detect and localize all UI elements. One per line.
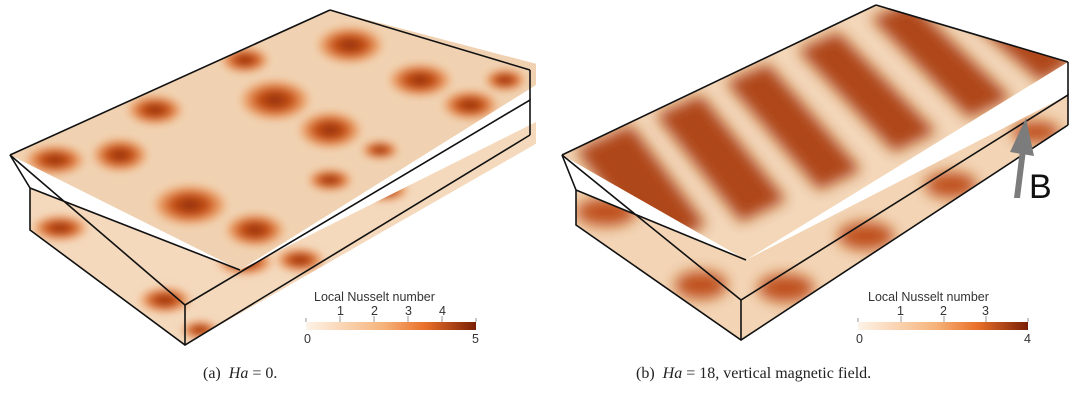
panel-b-caption-prefix: (b) xyxy=(636,365,655,382)
panel-b-caption-rest: = 18, vertical magnetic field. xyxy=(682,365,872,382)
panel-b-caption: (b) Ha = 18, vertical magnetic field. xyxy=(636,365,871,383)
panel-a-tick-3: 3 xyxy=(405,304,412,318)
panel-a-box-frame xyxy=(9,9,531,346)
panel-a-colorbar xyxy=(305,316,477,330)
panel-a-tick-1: 1 xyxy=(337,304,344,318)
panel-b-box-render xyxy=(561,4,1069,341)
panel-a-colorbar-ticks xyxy=(305,316,477,322)
panel-b: B Local Nusselt number 0 4 1 2 3 (b) Ha … xyxy=(536,0,1072,400)
panel-a: Local Nusselt number 0 5 1 2 3 4 (a) Ha … xyxy=(9,9,536,383)
panel-b-tick-2: 2 xyxy=(940,304,947,318)
panel-a-min-label: 0 xyxy=(304,332,311,346)
magnetic-field-arrow-icon xyxy=(1010,118,1034,198)
panel-b-box-frame xyxy=(561,4,1069,341)
panel-a-legend-title: Local Nusselt number xyxy=(314,290,435,304)
panel-a-caption-prefix: (a) xyxy=(203,365,221,382)
panel-a-tick-4: 4 xyxy=(439,304,446,318)
panel-b-tick-3: 3 xyxy=(982,304,989,318)
magnetic-field-label: B xyxy=(1029,168,1052,206)
panel-b-legend-title: Local Nusselt number xyxy=(868,290,989,304)
panel-b-tick-1: 1 xyxy=(897,304,904,318)
panel-a-box-render xyxy=(9,9,536,346)
panel-a-caption-var: Ha xyxy=(228,365,249,382)
panel-a-tick-2: 2 xyxy=(371,304,378,318)
panel-b-colorbar xyxy=(857,316,1029,330)
panel-b-max-label: 4 xyxy=(1024,332,1031,346)
panel-b-colorbar-ticks xyxy=(857,316,1029,322)
panel-a-max-label: 5 xyxy=(472,332,479,346)
panel-b-colorbar-fill xyxy=(858,322,1028,330)
panel-a-caption-rest: = 0. xyxy=(248,365,278,382)
panel-b-min-label: 0 xyxy=(856,332,863,346)
panel-a-caption: (a) Ha = 0. xyxy=(203,365,277,383)
panel-b-caption-var: Ha xyxy=(662,365,683,382)
panel-a-colorbar-fill xyxy=(306,322,476,330)
